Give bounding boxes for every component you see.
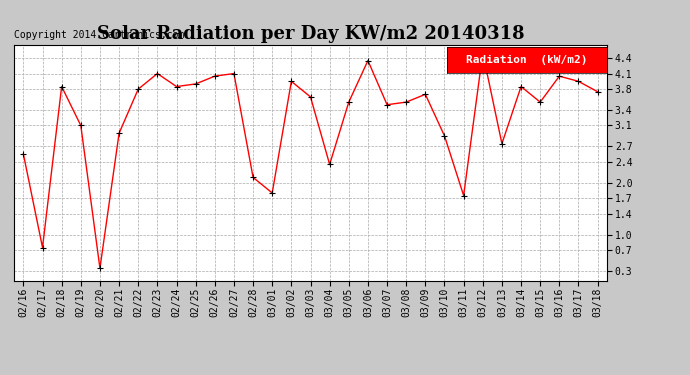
Title: Solar Radiation per Day KW/m2 20140318: Solar Radiation per Day KW/m2 20140318 (97, 26, 524, 44)
Text: Copyright 2014 Cartronics.com: Copyright 2014 Cartronics.com (14, 30, 184, 40)
